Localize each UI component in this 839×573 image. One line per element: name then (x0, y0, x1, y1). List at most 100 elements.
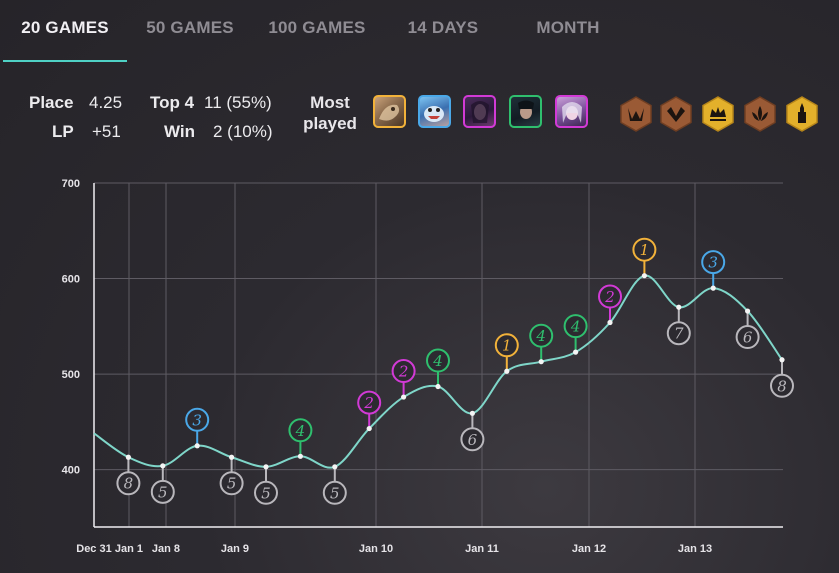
tab-100-games[interactable]: 100 GAMES (258, 18, 376, 62)
place-marker[interactable] (288, 418, 313, 443)
place-marker[interactable] (426, 348, 450, 373)
tab-100-games-label: 100 GAMES (268, 18, 366, 37)
tab-20-games[interactable]: 20 GAMES (3, 18, 127, 62)
x-tick-label: Jan 9 (221, 543, 249, 555)
x-tick-label: Jan 8 (152, 543, 180, 555)
place-marker-label: 1 (502, 337, 512, 355)
shark-portrait-icon (424, 106, 444, 122)
place-marker[interactable] (701, 250, 726, 275)
place-marker-label: 4 (432, 352, 443, 370)
data-point (229, 454, 235, 460)
place-marker-label: 4 (535, 327, 546, 345)
beast-portrait-icon (379, 104, 400, 121)
place-marker-label: 4 (570, 318, 581, 336)
place-marker[interactable] (770, 373, 794, 398)
trait-crown-wings-icon[interactable] (619, 96, 653, 132)
place-marker[interactable] (735, 325, 760, 350)
lp-value: +51 (92, 122, 121, 141)
data-point (401, 394, 407, 400)
champion-portrait-pink-assassin[interactable] (555, 95, 588, 128)
data-point (194, 443, 200, 449)
place-marker-label: 4 (295, 422, 306, 440)
most-played-label: Most played (300, 92, 360, 134)
place-marker[interactable] (357, 390, 382, 415)
top4-value: 11 (55%) (204, 93, 272, 112)
place-marker[interactable] (185, 407, 210, 432)
mage-portrait-icon (471, 101, 489, 123)
trait-lotus-icon[interactable] (743, 96, 777, 132)
place-marker[interactable] (460, 427, 485, 452)
place-marker-label: 5 (227, 475, 237, 493)
place-label: Place (29, 93, 74, 112)
data-point (504, 368, 510, 374)
place-marker-label: 3 (192, 411, 202, 429)
place-marker[interactable] (254, 480, 278, 505)
data-point (779, 357, 785, 363)
place-marker[interactable] (632, 237, 657, 262)
place-marker-label: 2 (398, 363, 409, 381)
top4-label: Top 4 (150, 93, 195, 112)
place-marker-label: 6 (743, 329, 753, 347)
champion-portrait-purple-mage[interactable] (463, 95, 496, 128)
place-marker[interactable] (391, 359, 416, 384)
place-marker[interactable] (666, 321, 691, 346)
data-point (469, 410, 475, 416)
place-marker[interactable] (598, 284, 622, 309)
place-marker[interactable] (116, 471, 141, 496)
place-marker-label: 8 (777, 377, 787, 395)
most-played-line2: played (303, 114, 357, 133)
champion-portrait-blue-shark[interactable] (418, 95, 451, 128)
place-marker-label: 6 (468, 431, 478, 449)
active-tab-underline (3, 60, 127, 62)
data-point (160, 463, 166, 469)
tab-month[interactable]: MONTH (518, 18, 618, 62)
data-point (366, 425, 372, 432)
y-tick-label: 700 (62, 178, 80, 190)
place-marker[interactable] (219, 471, 244, 496)
place-value: 4.25 (89, 93, 123, 112)
win-label: Win (164, 122, 196, 141)
place-marker-label: 2 (604, 288, 615, 306)
tab-20-games-label: 20 GAMES (21, 18, 109, 37)
tab-50-games-label: 50 GAMES (146, 18, 234, 37)
x-tick-label: Jan 13 (678, 543, 712, 555)
data-point (263, 464, 269, 470)
champion-portrait-brown-beast[interactable] (373, 95, 406, 128)
tab-50-games[interactable]: 50 GAMES (136, 18, 244, 62)
place-marker[interactable] (563, 314, 588, 339)
chart-axes: 400 500 600 700 Dec 31 Jan 1 Jan 8 Jan 9 Jan 10 J… (62, 178, 783, 555)
period-tabs: 20 GAMES 50 GAMES 100 GAMES 14 DAYS MONT… (0, 0, 839, 62)
tab-14-days[interactable]: 14 DAYS (393, 18, 493, 62)
place-marker-label: 5 (158, 483, 168, 501)
place-marker-label: 2 (363, 394, 374, 412)
champion-portrait-dark-warrior[interactable] (509, 95, 542, 128)
x-tick-label: Dec 31 (76, 543, 111, 555)
data-point (297, 453, 303, 459)
data-point (538, 359, 544, 365)
y-tick-label: 600 (62, 274, 80, 286)
place-marker-label: 1 (640, 241, 650, 259)
place-marker-label: 3 (708, 254, 718, 272)
lp-label: LP (52, 122, 74, 141)
win-value: 2 (10%) (213, 122, 273, 141)
place-marker-label: 7 (674, 325, 684, 343)
warrior-portrait-icon (518, 100, 534, 119)
place-marker-label: 8 (124, 475, 134, 493)
trait-fan-icon[interactable] (659, 96, 693, 132)
data-point (676, 304, 682, 310)
data-point (710, 285, 716, 291)
data-point (641, 273, 648, 279)
x-tick-label: Jan 12 (572, 543, 606, 555)
place-marker[interactable] (150, 479, 175, 504)
place-marker[interactable] (529, 323, 554, 348)
trait-crown-icon[interactable] (701, 96, 735, 132)
data-point (435, 383, 441, 390)
trait-tower-icon[interactable] (785, 96, 819, 132)
data-point (607, 319, 613, 326)
data-point (573, 349, 579, 355)
assassin-portrait-icon (562, 102, 582, 123)
place-marker[interactable] (322, 480, 347, 505)
place-marker[interactable] (494, 333, 519, 358)
x-tick-label: Jan 10 (359, 543, 393, 555)
